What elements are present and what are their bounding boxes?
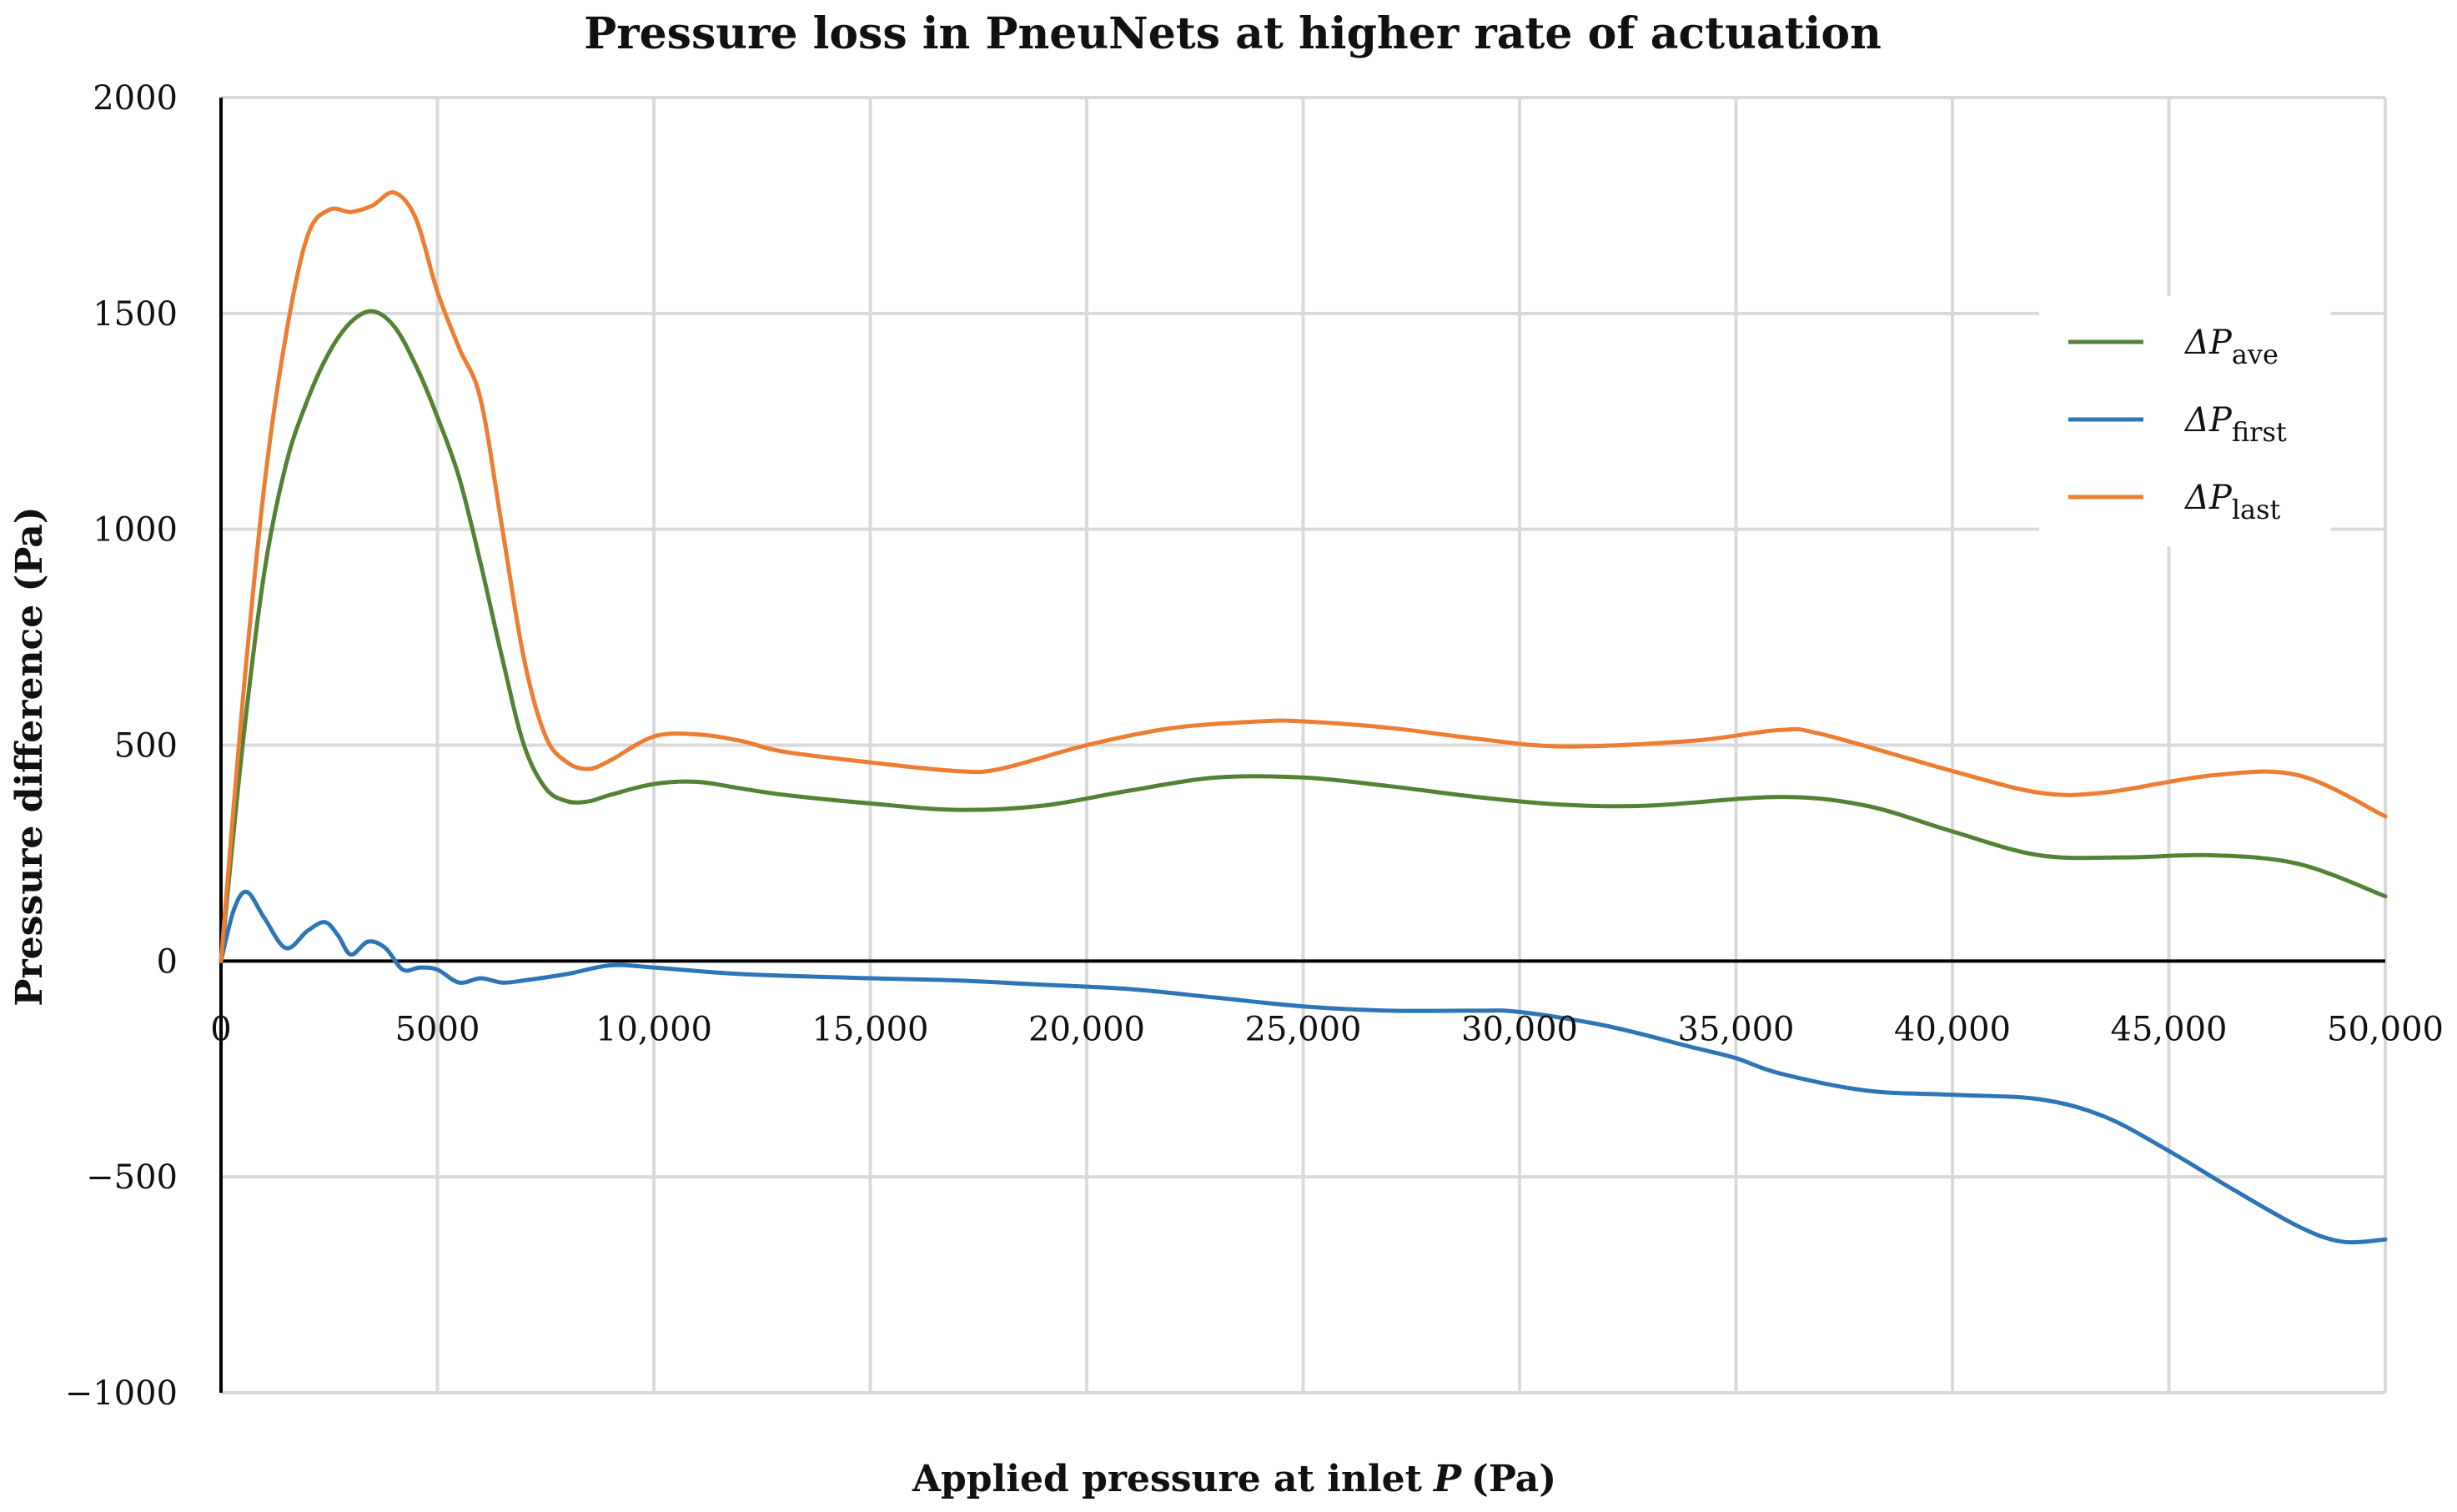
series-lines (219, 190, 2388, 1245)
x-tick-label: 0 (210, 1010, 231, 1048)
x-tick-label: 50,000 (2327, 1010, 2444, 1048)
x-tick-label: 30,000 (1461, 1010, 1578, 1048)
legend-entry-last: ΔPlast (2183, 479, 2281, 525)
tick-labels: 0 5000 10,000 15,000 20,000 25,000 30,000 35,00… (65, 79, 2444, 1413)
x-tick-label: 15,000 (812, 1010, 929, 1048)
series-line-last (219, 190, 2388, 963)
axes (219, 98, 2385, 1393)
x-tick-label: 25,000 (1245, 1010, 1362, 1048)
y-tick-label: −500 (86, 1158, 178, 1197)
y-tick-label: 1000 (93, 511, 178, 550)
x-tick-label: 35,000 (1678, 1010, 1795, 1048)
y-tick-label: 0 (157, 942, 178, 981)
x-tick-label: 45,000 (2111, 1010, 2228, 1048)
x-axis-label: Applied pressure at inlet P (Pa) (912, 1458, 1556, 1500)
x-tick-label: 20,000 (1028, 1010, 1145, 1048)
legend-entry-ave: ΔPave (2183, 324, 2279, 370)
legend-entry-first: ΔPfirst (2183, 401, 2287, 448)
x-tick-label: 5000 (395, 1010, 480, 1048)
x-axis-label-var: P (1432, 1458, 1463, 1500)
x-axis-label-unit: (Pa) (1471, 1458, 1556, 1500)
x-axis-label-text: Applied pressure at inlet (912, 1458, 1423, 1500)
y-tick-label: −1000 (65, 1374, 178, 1413)
y-tick-label: 500 (114, 727, 178, 766)
y-tick-label: 2000 (93, 79, 178, 118)
chart-title: Pressure loss in PneuNets at higher rate… (584, 8, 1882, 59)
series-line-ave (219, 309, 2388, 963)
grid-lines (221, 96, 2387, 1394)
x-tick-label: 40,000 (1894, 1010, 2011, 1048)
y-axis-label: Pressure difference (Pa) (8, 506, 51, 1006)
y-tick-label: 1500 (93, 295, 178, 334)
legend: ΔPave ΔPfirst ΔPlast (2039, 296, 2331, 546)
series-line-first (219, 889, 2388, 1245)
x-tick-label: 10,000 (595, 1010, 712, 1048)
